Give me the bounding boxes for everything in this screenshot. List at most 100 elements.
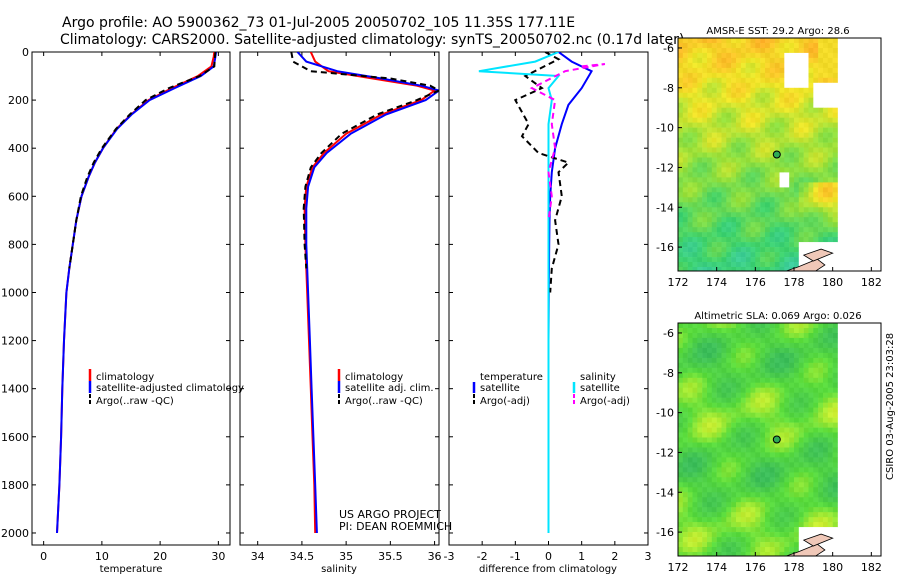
map-cell xyxy=(808,372,814,379)
map-cell xyxy=(789,323,795,329)
map-cell xyxy=(803,417,809,423)
map-cell xyxy=(813,377,819,384)
map-cell xyxy=(745,72,751,79)
map-cell xyxy=(813,328,819,334)
map-cell xyxy=(687,207,693,213)
map-cell xyxy=(760,442,766,448)
map-cell xyxy=(678,497,684,503)
map-cell xyxy=(794,117,800,123)
map-cell xyxy=(692,382,698,388)
map-cell xyxy=(818,207,824,213)
map-cell xyxy=(716,462,722,468)
map-cell xyxy=(827,197,833,203)
map-cell xyxy=(784,152,790,158)
map-cell xyxy=(721,512,727,518)
map-cell xyxy=(692,102,698,108)
map-cell xyxy=(818,522,824,528)
map-cell xyxy=(726,187,732,193)
map-cell xyxy=(779,247,785,253)
map-cell xyxy=(808,157,814,163)
map-cell xyxy=(765,147,771,153)
map-cell xyxy=(702,497,708,503)
map-cell xyxy=(692,472,698,478)
map-cell xyxy=(813,242,819,248)
map-cell xyxy=(755,232,761,238)
map-cell xyxy=(832,537,838,543)
map-cell xyxy=(707,333,713,339)
map-cell xyxy=(731,67,737,74)
map-cell xyxy=(736,447,742,453)
map-cell xyxy=(813,102,819,108)
map-cell xyxy=(769,367,775,374)
map-cell xyxy=(707,197,713,203)
map-cell xyxy=(769,457,775,463)
map-cell xyxy=(813,422,819,428)
map-cell xyxy=(697,462,703,468)
map-cell xyxy=(769,352,775,359)
map-cell xyxy=(711,542,717,548)
map-cell xyxy=(769,427,775,433)
map-cell xyxy=(774,202,780,208)
series-line xyxy=(529,63,606,221)
map-cell xyxy=(774,182,780,188)
map-cell xyxy=(692,152,698,158)
map-cell xyxy=(813,323,819,329)
map-cell xyxy=(740,82,746,89)
lon-tick-label: 180 xyxy=(822,276,843,289)
map-cell xyxy=(813,237,819,243)
map-cell xyxy=(707,97,713,103)
map-cell xyxy=(827,92,833,99)
map-cell xyxy=(750,152,756,158)
map-cell xyxy=(779,377,785,384)
map-cell xyxy=(736,97,742,103)
map-cell xyxy=(678,52,684,59)
map-cell xyxy=(755,347,761,354)
map-cell xyxy=(769,102,775,108)
map-cell xyxy=(745,547,751,553)
sst-lon-axis: 172 174 176 178 180 182 xyxy=(668,267,882,289)
map-cell xyxy=(750,328,756,334)
map-cell xyxy=(702,52,708,59)
map-cell xyxy=(832,482,838,488)
map-cell xyxy=(711,43,717,49)
map-cell xyxy=(726,377,732,384)
map-cell xyxy=(711,497,717,503)
map-cell xyxy=(711,502,717,508)
map-cell xyxy=(755,328,761,334)
map-cell xyxy=(774,257,780,263)
map-cell xyxy=(721,217,727,223)
map-cell xyxy=(823,357,829,364)
map-cell xyxy=(823,77,829,84)
map-cell xyxy=(716,192,722,198)
map-cell xyxy=(721,122,727,128)
map-cell xyxy=(697,328,703,334)
map-cell xyxy=(678,382,684,388)
map-cell xyxy=(832,392,838,398)
map-cell xyxy=(760,372,766,379)
map-cell xyxy=(682,502,688,508)
map-cell xyxy=(707,507,713,513)
map-cell xyxy=(731,382,737,388)
map-cell xyxy=(823,547,829,553)
map-cell xyxy=(707,112,713,118)
map-cell xyxy=(750,267,756,271)
map-cell xyxy=(823,207,829,213)
map-cell xyxy=(803,492,809,498)
map-cell xyxy=(823,182,829,188)
map-cell xyxy=(745,422,751,428)
map-cell xyxy=(736,77,742,84)
map-cell xyxy=(769,72,775,79)
map-cell xyxy=(779,117,785,123)
map-cell xyxy=(779,202,785,208)
map-cell xyxy=(808,57,814,64)
map-cell xyxy=(750,442,756,448)
map-cell xyxy=(740,442,746,448)
map-cell xyxy=(784,352,790,359)
map-cell xyxy=(779,502,785,508)
map-cell xyxy=(707,407,713,413)
map-cell xyxy=(687,492,693,498)
map-cell xyxy=(789,432,795,438)
map-cell xyxy=(707,337,713,344)
map-cell xyxy=(765,412,771,418)
difference-xlabel: difference from climatology xyxy=(479,564,617,575)
